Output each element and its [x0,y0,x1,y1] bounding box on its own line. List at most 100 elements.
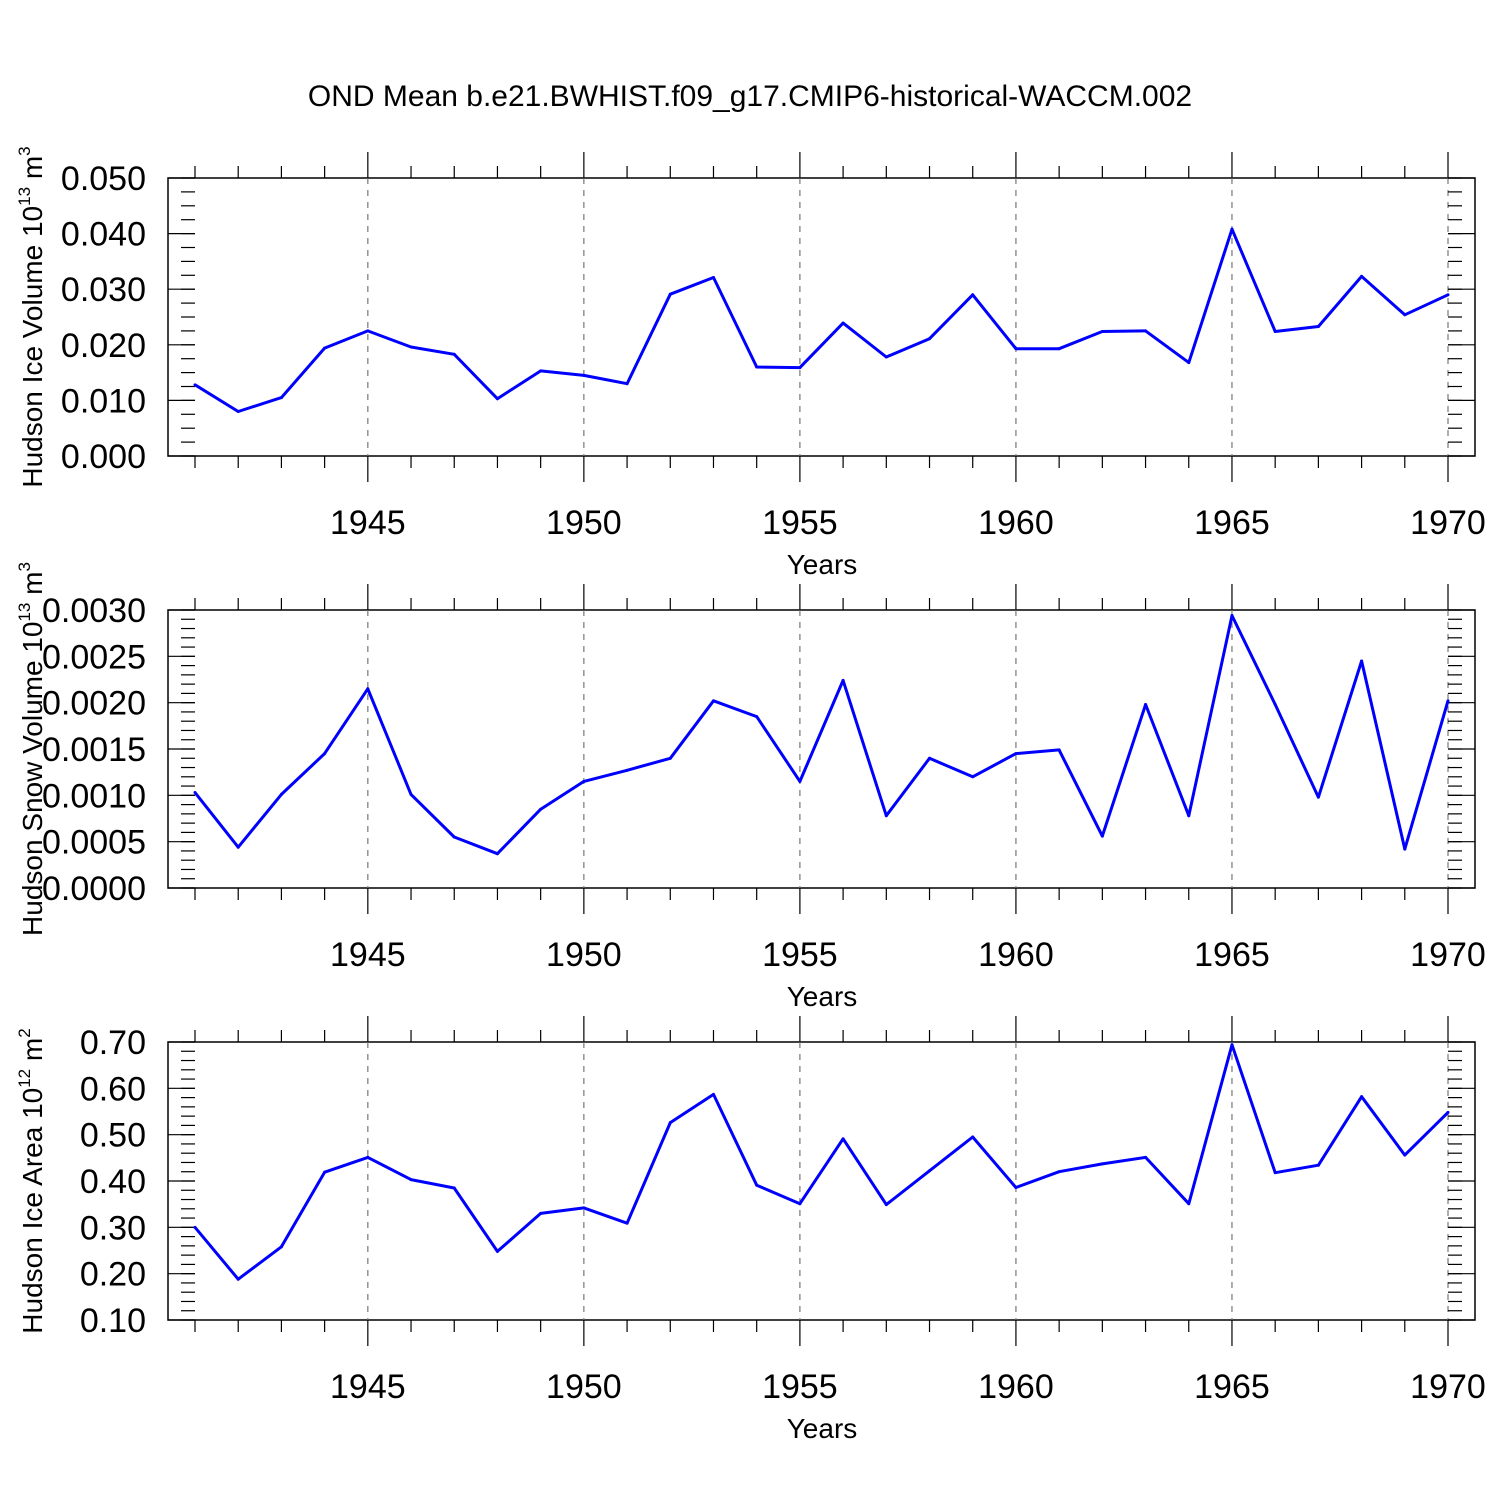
data-point [798,779,802,783]
data-point [1446,1110,1450,1114]
data-point [323,1170,327,1174]
data-point [1446,293,1450,297]
data-point [1316,1163,1320,1167]
y-axis-label-superscript: 3 [15,146,34,155]
data-point [971,293,975,297]
x-axis-label: Years [787,1413,858,1444]
y-axis-label-text: Hudson Ice Volume 10 [17,206,48,488]
data-point [1100,329,1104,333]
y-tick-label: 0.020 [61,327,146,365]
data-point [798,1202,802,1206]
data-point [495,1249,499,1253]
chart-panel-2: 1945 1950 1955 1960 1965 1970 Years 0.0000 0.000… [15,562,1486,1012]
data-point [928,337,932,341]
data-point [841,321,845,325]
data-point [366,1155,370,1159]
data-point [841,1137,845,1141]
data-point [452,352,456,356]
data-point [1187,1202,1191,1206]
data-point [625,1221,629,1225]
x-tick-label: 1945 [330,504,406,542]
data-point [409,1178,413,1182]
data-point [1273,703,1277,707]
data-point [539,1211,543,1215]
data-point [1014,347,1018,351]
data-point [625,382,629,386]
data-point [409,345,413,349]
data-point [1057,748,1061,752]
data-point [1014,752,1018,756]
data-point [236,845,240,849]
data-point [755,1183,759,1187]
y-tick-label: 0.0010 [42,777,146,815]
data-point [582,1206,586,1210]
plot-frame [167,1041,1476,1321]
y-tick-label: 0.20 [80,1256,146,1294]
data-point [1230,1043,1234,1047]
y-tick-label: 0.70 [80,1024,146,1062]
series-line [194,227,1449,413]
data-point [1403,847,1407,851]
x-tick-label: 1960 [978,1368,1054,1406]
x-tick-label: 1950 [546,504,622,542]
data-point [711,699,715,703]
data-point [1230,614,1234,618]
x-tick-label: 1955 [762,936,838,974]
x-tick-label: 1970 [1410,504,1486,542]
y-tick-label: 0.010 [61,382,146,420]
data-point [1273,1171,1277,1175]
plot-frame [167,177,1476,457]
data-point [366,329,370,333]
data-point [279,396,283,400]
y-tick-label: 0.0015 [42,731,146,769]
data-point [539,807,543,811]
figure-title: OND Mean b.e21.BWHIST.f09_g17.CMIP6-hist… [308,80,1192,113]
data-point [1316,795,1320,799]
y-axis-label-text: Hudson Snow Volume 10 [17,622,48,936]
chart-panel-3: 1945 1950 1955 1960 1965 1970 Years 0.10 0.20 0.3… [15,1016,1486,1444]
x-tick-label: 1945 [330,936,406,974]
y-tick-label: 0.050 [61,160,146,198]
data-point [539,369,543,373]
x-tick-label: 1960 [978,936,1054,974]
data-point [1187,814,1191,818]
y-tick-label: 0.60 [80,1070,146,1108]
x-tick-label: 1950 [546,936,622,974]
data-point [884,1203,888,1207]
y-axis-label-superscript: 13 [15,603,34,622]
chart-panel-1: 1945 1950 1955 1960 1965 1970 Years 0.000 0.010 0… [15,146,1486,580]
y-tick-label: 0.030 [61,271,146,309]
data-point [1403,313,1407,317]
data-point [971,775,975,779]
y-tick-label: 0.0030 [42,592,146,630]
data-point [1144,329,1148,333]
y-tick-label: 0.0025 [42,638,146,676]
x-axis-label: Years [787,981,858,1012]
y-axis-label-superscript: 12 [15,1069,34,1088]
data-point [495,852,499,856]
data-point [1230,227,1234,231]
data-point [366,687,370,691]
data-point [1144,1155,1148,1159]
data-point [711,1092,715,1096]
data-point [323,752,327,756]
data-point [495,397,499,401]
data-point [409,792,413,796]
y-tick-label: 0.40 [80,1163,146,1201]
y-axis-label-text: m [17,156,48,187]
x-tick-label: 1950 [546,1368,622,1406]
data-point [452,1186,456,1190]
y-tick-label: 0.000 [61,438,146,476]
x-tick-label: 1965 [1194,1368,1270,1406]
y-axis-label-text: Hudson Ice Area 10 [17,1088,48,1334]
data-point [668,1121,672,1125]
data-point [798,366,802,370]
series-line [193,614,1450,856]
x-tick-label: 1970 [1410,936,1486,974]
y-tick-label: 0.30 [80,1209,146,1247]
y-axis-label: Hudson Ice Volume 1013 m3 [15,146,48,487]
data-point [582,779,586,783]
data-point [1446,699,1450,703]
data-point [323,346,327,350]
